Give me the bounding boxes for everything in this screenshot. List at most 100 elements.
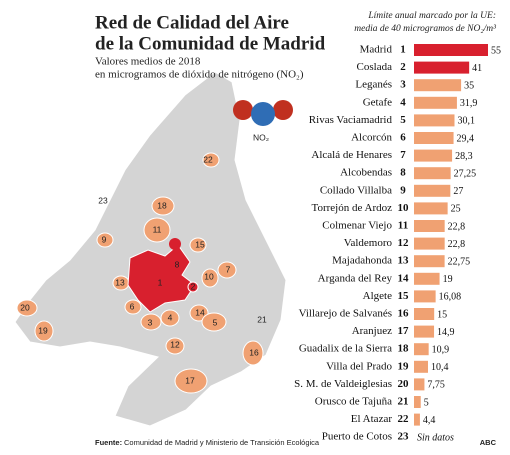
municipality xyxy=(242,340,264,366)
map-label: 2 xyxy=(191,281,196,291)
municipality xyxy=(16,299,38,317)
municipality xyxy=(96,232,114,248)
bar xyxy=(414,378,425,391)
municipalities xyxy=(16,152,264,394)
annotation: media de 40 microgramos de NO₂/m³ xyxy=(354,24,496,34)
value-label: 31,9 xyxy=(460,98,478,109)
source: Comunidad de Madrid y Ministerio de Tran… xyxy=(124,438,320,447)
municipality xyxy=(34,320,54,342)
value-label: 19 xyxy=(443,274,453,285)
value-label: 41 xyxy=(472,63,482,74)
bar xyxy=(414,96,457,109)
category-label: Arganda del Rey xyxy=(318,272,393,284)
category-label: Coslada xyxy=(357,61,393,73)
bar xyxy=(414,114,455,127)
category-label: Madrid xyxy=(360,44,393,56)
value-label: 29,4 xyxy=(457,133,475,144)
rank-label: 19 xyxy=(398,360,410,372)
bar xyxy=(414,132,454,144)
bar xyxy=(414,167,451,180)
category-label: Villarejo de Salvanés xyxy=(299,308,392,320)
subtitle: Valores medios de 2018 xyxy=(95,56,201,68)
value-label: 22,8 xyxy=(448,221,466,232)
subtitle: en microgramos de dióxido de nitrógeno (… xyxy=(95,69,304,81)
map-label: 1 xyxy=(158,277,163,287)
bar xyxy=(414,360,428,373)
municipality xyxy=(160,309,180,327)
municipality xyxy=(201,312,227,332)
rank-label: 15 xyxy=(398,290,410,302)
municipality xyxy=(169,238,181,250)
value-label: 55 xyxy=(491,45,501,56)
bar xyxy=(414,396,421,408)
value-label: 7,75 xyxy=(427,380,445,391)
municipality xyxy=(165,337,185,355)
municipality xyxy=(151,196,175,216)
bar xyxy=(414,220,445,232)
value-label: 27 xyxy=(453,186,463,197)
rank-label: 22 xyxy=(398,413,410,425)
map-label: 4 xyxy=(168,312,173,322)
rank-label: 20 xyxy=(398,378,410,390)
source-label: Fuente: xyxy=(95,438,122,447)
region-outline xyxy=(14,71,287,427)
bar xyxy=(414,61,470,74)
category-label: Majadahonda xyxy=(332,255,392,267)
map-label: 5 xyxy=(213,317,218,327)
bar xyxy=(414,290,436,303)
rank-label: 3 xyxy=(400,79,406,91)
bar xyxy=(414,255,445,268)
category-label: Aranjuez xyxy=(352,325,392,337)
map-label: 21 xyxy=(257,314,267,324)
bar xyxy=(414,149,453,162)
atom xyxy=(273,100,293,120)
map-label: 3 xyxy=(148,317,153,327)
bar xyxy=(414,202,448,215)
municipality xyxy=(202,152,220,168)
chart-title: de la Comunidad de Madrid xyxy=(95,33,326,54)
value-label: 30,1 xyxy=(457,116,475,127)
map-label: 14 xyxy=(195,307,205,317)
atom xyxy=(251,102,275,126)
category-label: Algete xyxy=(363,290,392,302)
category-label: Alcalá de Henares xyxy=(311,149,392,161)
map-label: 19 xyxy=(38,325,48,335)
value-label: 28,3 xyxy=(455,151,473,162)
molecule-icon: NO₂ xyxy=(233,100,293,142)
rank-label: 10 xyxy=(398,202,410,214)
map-label: 7 xyxy=(226,264,231,274)
category-label: Valdemoro xyxy=(344,237,393,249)
rank-label: 11 xyxy=(398,220,408,232)
value-label: 4,4 xyxy=(423,415,436,426)
category-label: Guadalix de la Sierra xyxy=(299,343,392,355)
rank-label: 9 xyxy=(400,184,406,196)
bar xyxy=(414,272,440,285)
rank-label: 18 xyxy=(398,343,410,355)
rank-label: 16 xyxy=(398,308,410,320)
municipality xyxy=(189,237,207,253)
rank-label: 2 xyxy=(400,61,406,73)
rank-label: 5 xyxy=(400,114,406,126)
map-label: 13 xyxy=(115,277,125,287)
value-label: 25 xyxy=(451,204,461,215)
credit: ABC xyxy=(480,438,497,447)
rank-label: 4 xyxy=(400,96,406,108)
category-label: S. M. de Valdeiglesias xyxy=(294,378,392,390)
category-label: Getafe xyxy=(363,96,392,108)
rank-label: 7 xyxy=(400,149,406,161)
icon-label: NO₂ xyxy=(253,132,269,142)
map-label: 20 xyxy=(20,302,30,312)
municipality xyxy=(217,261,237,279)
value-label: 14,9 xyxy=(437,327,455,338)
value-label: 22,8 xyxy=(448,239,466,250)
municipality xyxy=(140,313,162,331)
map-label: 12 xyxy=(170,339,180,349)
map-label: 18 xyxy=(157,200,167,210)
municipality xyxy=(174,368,208,394)
value-label: 15 xyxy=(437,309,447,320)
category-label: El Atazar xyxy=(351,413,393,425)
rank-label: 8 xyxy=(400,167,406,179)
map-label: 8 xyxy=(175,259,180,269)
